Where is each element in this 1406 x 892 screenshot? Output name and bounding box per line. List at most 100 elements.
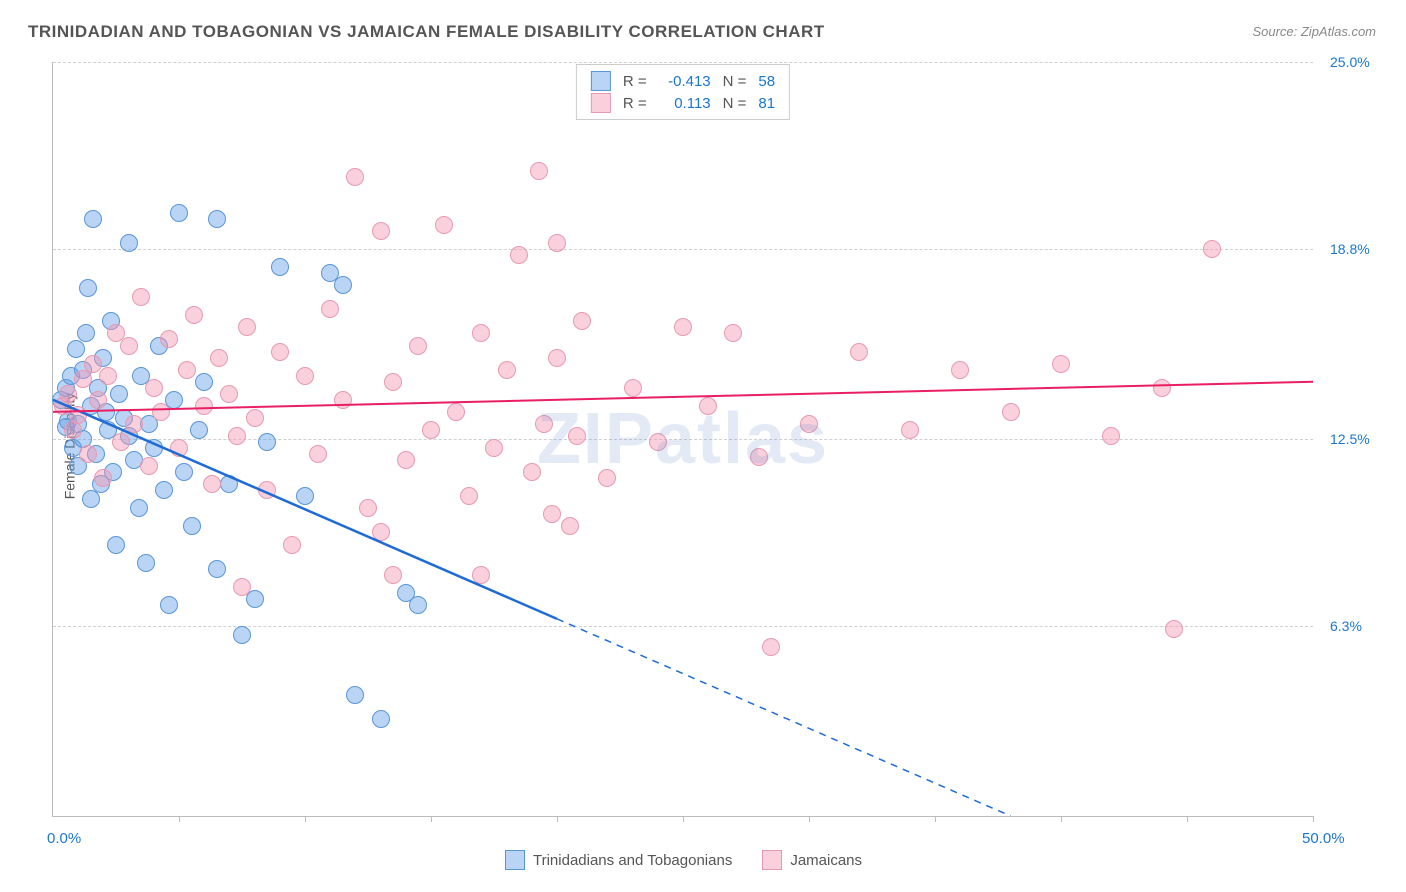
data-point <box>283 536 301 554</box>
data-point <box>220 385 238 403</box>
source-label: Source: ZipAtlas.com <box>1252 24 1376 39</box>
data-point <box>112 433 130 451</box>
data-point <box>246 409 264 427</box>
data-point <box>535 415 553 433</box>
chart-title: TRINIDADIAN AND TOBAGONIAN VS JAMAICAN F… <box>28 22 825 42</box>
data-point <box>1165 620 1183 638</box>
x-tick <box>431 816 432 822</box>
data-point <box>69 406 87 424</box>
data-point <box>472 324 490 342</box>
data-point <box>548 234 566 252</box>
data-point <box>372 523 390 541</box>
x-tick <box>683 816 684 822</box>
series-legend: Trinidadians and TobagoniansJamaicans <box>505 850 862 870</box>
r-label: R = <box>623 73 647 90</box>
data-point <box>724 324 742 342</box>
n-label: N = <box>723 73 747 90</box>
data-point <box>185 306 203 324</box>
x-origin-label: 0.0% <box>47 830 81 847</box>
data-point <box>132 288 150 306</box>
data-point <box>624 379 642 397</box>
data-point <box>130 499 148 517</box>
data-point <box>1002 403 1020 421</box>
gridline <box>53 62 1313 63</box>
data-point <box>510 246 528 264</box>
data-point <box>674 318 692 336</box>
data-point <box>409 596 427 614</box>
data-point <box>561 517 579 535</box>
data-point <box>334 391 352 409</box>
data-point <box>190 421 208 439</box>
x-tick <box>179 816 180 822</box>
data-point <box>447 403 465 421</box>
x-tick <box>1187 816 1188 822</box>
data-point <box>140 457 158 475</box>
data-point <box>435 216 453 234</box>
legend-row: R =-0.413N =58 <box>591 71 775 91</box>
y-tick-label: 6.3% <box>1330 618 1362 634</box>
data-point <box>145 379 163 397</box>
data-point <box>82 490 100 508</box>
legend-row: R =0.113N =81 <box>591 93 775 113</box>
data-point <box>498 361 516 379</box>
data-point <box>67 340 85 358</box>
data-point <box>79 445 97 463</box>
x-tick <box>1313 816 1314 822</box>
data-point <box>258 433 276 451</box>
data-point <box>530 162 548 180</box>
data-point <box>1203 240 1221 258</box>
data-point <box>573 312 591 330</box>
data-point <box>271 343 289 361</box>
data-point <box>79 279 97 297</box>
data-point <box>422 421 440 439</box>
x-tick <box>809 816 810 822</box>
data-point <box>409 337 427 355</box>
data-point <box>84 210 102 228</box>
data-point <box>183 517 201 535</box>
data-point <box>271 258 289 276</box>
data-point <box>203 475 221 493</box>
data-point <box>89 391 107 409</box>
data-point <box>178 361 196 379</box>
legend-swatch <box>591 93 611 113</box>
n-value: 58 <box>758 73 775 90</box>
data-point <box>485 439 503 457</box>
gridline <box>53 249 1313 250</box>
y-tick-label: 18.8% <box>1330 241 1370 257</box>
data-point <box>384 566 402 584</box>
data-point <box>59 385 77 403</box>
data-point <box>800 415 818 433</box>
data-point <box>309 445 327 463</box>
data-point <box>1052 355 1070 373</box>
legend-item: Jamaicans <box>762 850 862 870</box>
data-point <box>170 439 188 457</box>
data-point <box>145 439 163 457</box>
data-point <box>901 421 919 439</box>
data-point <box>548 349 566 367</box>
data-point <box>699 397 717 415</box>
data-point <box>1153 379 1171 397</box>
data-point <box>598 469 616 487</box>
data-point <box>762 638 780 656</box>
data-point <box>334 276 352 294</box>
data-point <box>359 499 377 517</box>
data-point <box>120 234 138 252</box>
data-point <box>397 451 415 469</box>
data-point <box>155 481 173 499</box>
data-point <box>120 337 138 355</box>
data-point <box>472 566 490 584</box>
data-point <box>160 596 178 614</box>
data-point <box>137 554 155 572</box>
data-point <box>568 427 586 445</box>
data-point <box>125 415 143 433</box>
data-point <box>951 361 969 379</box>
data-point <box>372 710 390 728</box>
data-point <box>321 300 339 318</box>
x-tick <box>557 816 558 822</box>
plot-area: ZIPatlas R =-0.413N =58R =0.113N =81 <box>52 62 1313 817</box>
data-point <box>195 373 213 391</box>
data-point <box>152 403 170 421</box>
data-point <box>258 481 276 499</box>
legend-swatch <box>505 850 525 870</box>
data-point <box>208 210 226 228</box>
